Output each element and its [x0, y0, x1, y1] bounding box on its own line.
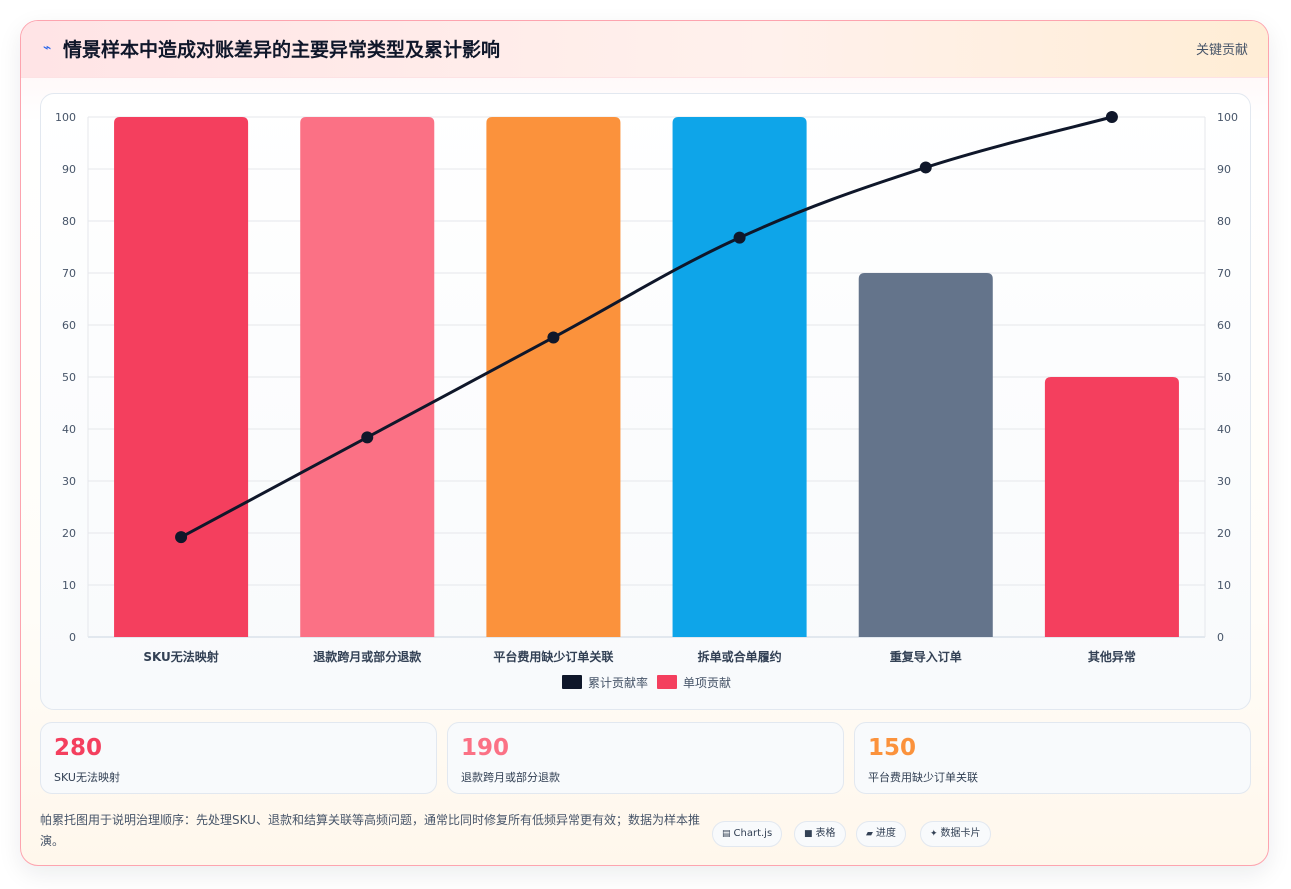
y-tick-label: 30	[62, 475, 76, 488]
bar	[858, 273, 993, 637]
legend-label-single: 单项贡献	[683, 675, 731, 690]
y2-tick-label: 60	[1217, 319, 1231, 332]
stat-value: 150	[868, 735, 917, 761]
y2-tick-label: 0	[1217, 631, 1224, 644]
cumulative-point	[919, 161, 932, 174]
chip-progress[interactable]: ▰ 进度	[856, 821, 906, 847]
y-tick-label: 40	[62, 423, 76, 436]
legend-label-cumulative: 累计贡献率	[588, 675, 648, 690]
stat-label: SKU无法映射	[54, 771, 120, 784]
y-tick-label: 100	[55, 111, 76, 124]
bolt-icon: ⌁	[43, 40, 52, 56]
chip-chartjs[interactable]: ▤ Chart.js	[712, 821, 783, 847]
x-tick-label: 平台费用缺少订单关联	[493, 649, 613, 664]
bar	[672, 117, 807, 637]
legend-swatch-single	[657, 675, 677, 689]
chart-card: ⌁ 情景样本中造成对账差异的主要异常类型及累计影响 关键贡献 0 0 10 10 20 2…	[20, 20, 1269, 866]
y-tick-label: 70	[62, 267, 76, 280]
cumulative-point	[1105, 111, 1118, 123]
chip-label: Chart.js	[733, 828, 773, 839]
cumulative-point	[361, 431, 374, 444]
chip-data-cards[interactable]: ✦ 数据卡片	[920, 821, 991, 847]
y2-tick-label: 10	[1217, 579, 1231, 592]
stat-label: 退款跨月或部分退款	[461, 771, 560, 784]
cumulative-point	[547, 331, 560, 344]
x-tick-label: 其他异常	[1088, 649, 1136, 664]
y-tick-label: 80	[62, 215, 76, 228]
bar	[114, 117, 249, 637]
legend-swatch-cumulative	[562, 675, 582, 689]
card-header: ⌁ 情景样本中造成对账差异的主要异常类型及累计影响 关键贡献	[21, 21, 1268, 78]
y2-tick-label: 50	[1217, 371, 1231, 384]
y2-tick-label: 20	[1217, 527, 1231, 540]
chip-label: 数据卡片	[940, 828, 981, 839]
sparkle-icon: ✦	[930, 829, 938, 839]
cumulative-point	[733, 231, 746, 244]
bar	[486, 117, 621, 637]
bar	[300, 117, 435, 637]
y-tick-label: 50	[62, 371, 76, 384]
table-icon: ■	[804, 829, 813, 839]
stat-value: 190	[461, 735, 510, 761]
x-tick-label: 退款跨月或部分退款	[313, 649, 422, 664]
y-tick-label: 60	[62, 319, 76, 332]
y2-tick-label: 100	[1217, 111, 1238, 124]
y2-tick-label: 80	[1217, 215, 1231, 228]
y2-tick-label: 40	[1217, 423, 1231, 436]
stat-card-1: 280 SKU无法映射	[40, 722, 437, 794]
x-tick-label: 拆单或合单履约	[698, 649, 782, 664]
chart-title: 情景样本中造成对账差异的主要异常类型及累计影响	[63, 39, 501, 61]
y-tick-label: 20	[62, 527, 76, 540]
y2-tick-label: 70	[1217, 267, 1231, 280]
y-tick-label: 10	[62, 579, 76, 592]
chip-label: 进度	[875, 828, 896, 839]
pareto-chart: 0 0 10 10 20 20 30 30 40 40 50 50 60 60 70 70 80 80 90 90 10…	[55, 111, 1238, 690]
chip-label: 表格	[815, 828, 836, 839]
progress-icon: ▰	[866, 829, 873, 839]
x-tick-label: SKU无法映射	[143, 649, 218, 664]
y2-tick-label: 90	[1217, 163, 1231, 176]
stat-label: 平台费用缺少订单关联	[868, 771, 978, 784]
stat-card-3: 150 平台费用缺少订单关联	[854, 722, 1251, 794]
x-tick-label: 重复导入订单	[890, 649, 962, 664]
stat-value: 280	[54, 735, 103, 761]
y-tick-label: 90	[62, 163, 76, 176]
key-contribution-link[interactable]: 关键贡献	[1195, 43, 1248, 58]
chart-icon: ▤	[722, 829, 731, 839]
cumulative-point	[175, 531, 188, 544]
footer-note: 帕累托图用于说明治理顺序：先处理SKU、退款和结算关联等高频问题，通常比同时修复…	[40, 813, 700, 848]
chip-table[interactable]: ■ 表格	[794, 821, 846, 847]
cumulative-line	[180, 115, 1113, 539]
bar	[1044, 377, 1179, 637]
chart-panel: 0 0 10 10 20 20 30 30 40 40 50 50 60 60 70 70 80 80 90 90 10…	[40, 93, 1251, 710]
y2-tick-label: 30	[1217, 475, 1231, 488]
stat-card-2: 190 退款跨月或部分退款	[447, 722, 844, 794]
y-tick-label: 0	[69, 631, 76, 644]
